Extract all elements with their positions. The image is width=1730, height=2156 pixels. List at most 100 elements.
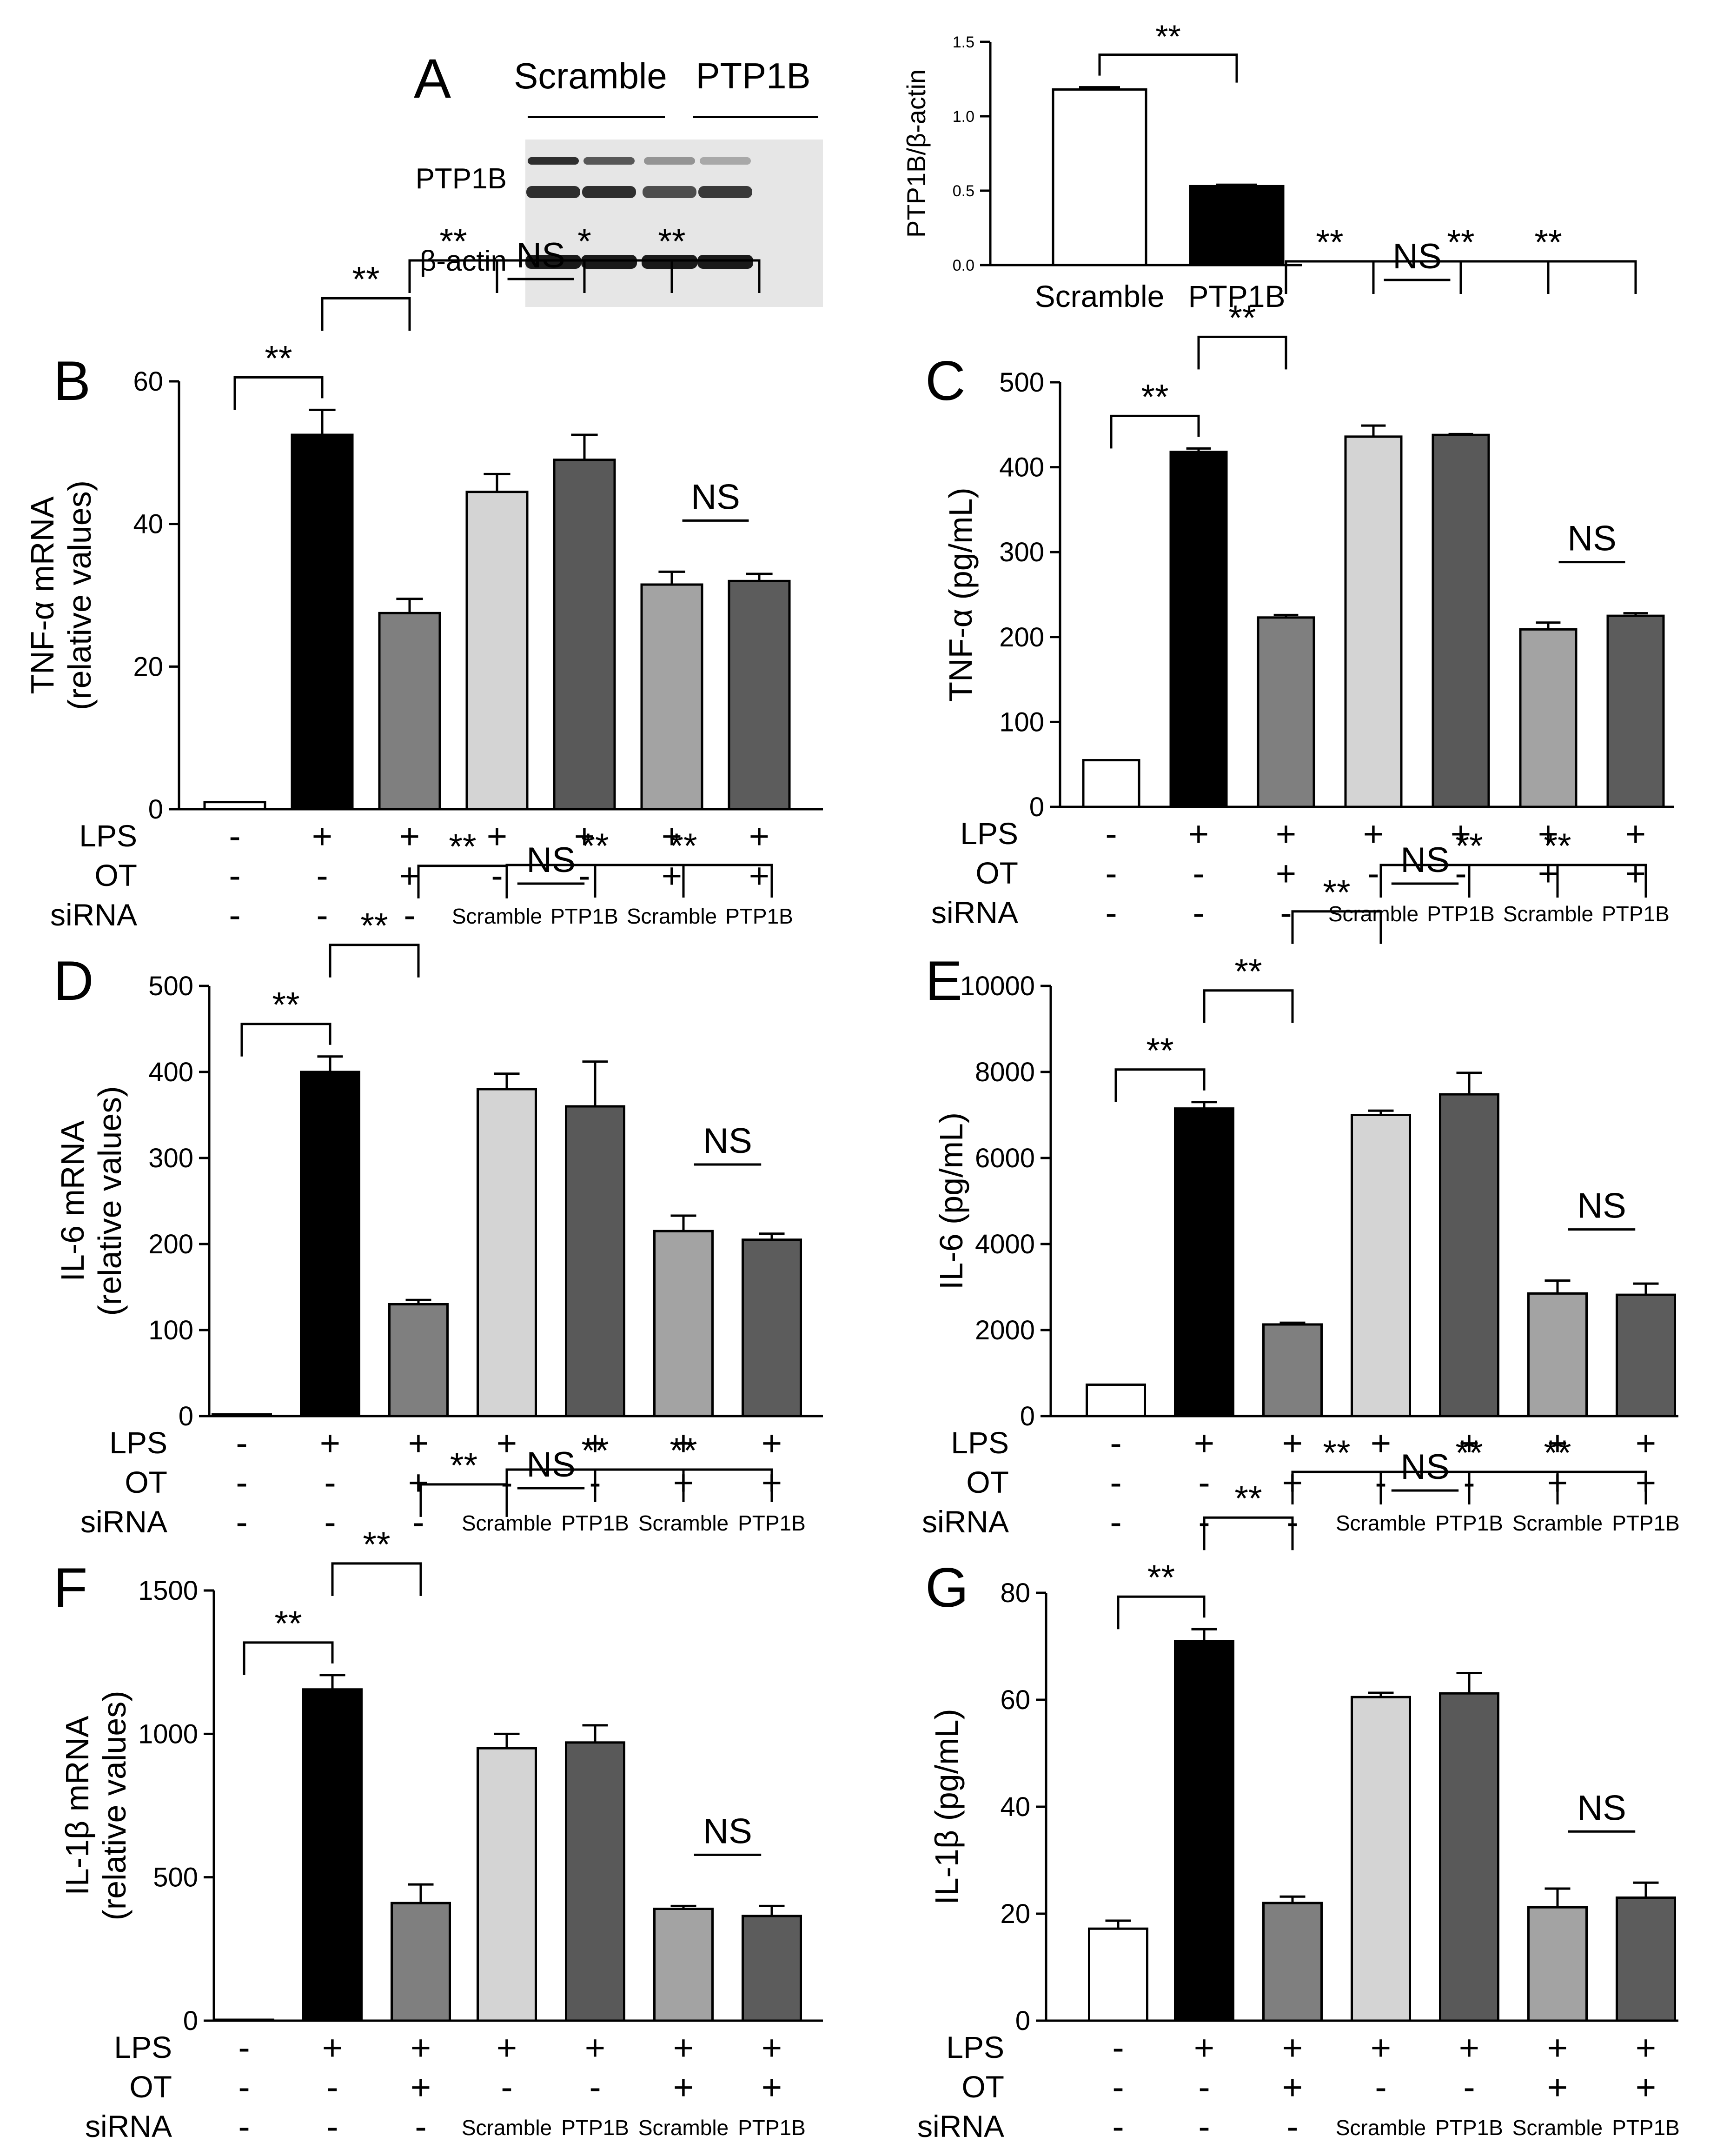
significance-label: ** [1323, 873, 1350, 912]
condition-cell-lps: + [1459, 1424, 1479, 1463]
significance-bracket [233, 376, 324, 410]
bar [742, 1915, 802, 2022]
y-axis-label-secondary: (relative values) [96, 1690, 133, 1920]
condition-cell-lps: + [411, 2028, 431, 2068]
blot-band-ptp1b-lower [698, 186, 752, 198]
blot-header-scramble: Scramble [514, 55, 667, 96]
condition-row-label-ot: OT [961, 2069, 1004, 2104]
x-tick-label: Scramble [1035, 279, 1165, 313]
condition-cell-sirna: Scramble [1503, 902, 1593, 926]
condition-cell-lps: + [497, 1424, 517, 1463]
condition-cell-sirna: Scramble [452, 904, 542, 928]
bar [465, 491, 529, 811]
panel-letter-d: D [53, 950, 94, 1012]
significance-label: ** [1455, 1433, 1483, 1473]
condition-cell-lps: + [762, 1424, 782, 1463]
y-axis-label: PTP1B/β-actin [901, 69, 931, 238]
condition-cell-lps: + [1538, 814, 1558, 854]
condition-cell-ot: + [662, 856, 682, 896]
condition-cell-lps: + [1282, 2028, 1303, 2068]
significance-label: ** [1323, 1433, 1350, 1473]
significance-label: ** [1544, 1433, 1571, 1473]
condition-cell-ot: + [1282, 2068, 1303, 2107]
chart-panel-a: 0.0 0.5 1.0 1.5 PTP1B/β-actin Scramble PTP1B ** [901, 19, 1302, 313]
condition-cell-lps: + [312, 817, 332, 856]
condition-cell-lps: + [585, 1424, 605, 1463]
condition-cell-sirna: - [1112, 2107, 1124, 2147]
blot-band-ptp1b-upper [583, 157, 635, 165]
condition-cell-lps: + [1451, 814, 1471, 854]
condition-cell-sirna: - [404, 896, 415, 935]
condition-row-label-ot: OT [125, 1465, 167, 1499]
significance-label: NS [526, 1445, 576, 1484]
condition-cell-lps: + [1371, 1424, 1391, 1463]
significance-label: NS [703, 1811, 752, 1851]
bar [1189, 185, 1285, 266]
condition-cell-sirna: - [1105, 893, 1117, 933]
condition-cell-ot: + [1276, 854, 1296, 893]
y-tick-label: 0 [1020, 1401, 1035, 1431]
condition-cell-ot: - [1463, 2068, 1475, 2107]
significance-label: * [577, 222, 591, 261]
condition-cell-lps: - [238, 2028, 250, 2068]
significance-bracket [1110, 414, 1200, 449]
y-axis-label: IL-6 mRNA [54, 1120, 91, 1281]
condition-cell-sirna: PTP1B [1435, 2116, 1503, 2140]
panel-letter-b: B [53, 350, 91, 412]
y-tick-label: 2000 [975, 1315, 1035, 1345]
condition-row-label-lps: LPS [109, 1425, 167, 1460]
condition-cell-sirna: Scramble [462, 2116, 552, 2140]
bar [203, 801, 266, 811]
condition-cell-sirna: Scramble [638, 2116, 729, 2140]
condition-cell-ot: - [236, 1463, 247, 1503]
condition-cell-sirna: PTP1B [550, 904, 618, 928]
bar [565, 1741, 625, 2022]
chart-panel-f: F 0 500 1000 1500 IL-1β mRNA (relative values)… [53, 1431, 823, 2147]
condition-cell-ot: - [1367, 854, 1379, 893]
condition-cell-lps: - [1110, 1424, 1121, 1463]
y-tick-label: 200 [148, 1229, 193, 1259]
condition-row-label-ot: OT [94, 858, 137, 892]
y-tick-label: 200 [999, 622, 1044, 652]
blot-band-ptp1b-lower [582, 186, 636, 198]
significance-label: NS [691, 477, 740, 517]
condition-cell-sirna: PTP1B [725, 904, 793, 928]
y-axis-label-secondary: (relative values) [61, 480, 98, 710]
condition-cell-sirna: PTP1B [1602, 902, 1670, 926]
condition-cell-ot: - [1375, 2068, 1386, 2107]
significance-bracket [1114, 1068, 1206, 1102]
y-tick-label: 100 [148, 1315, 193, 1345]
y-tick-label: 0 [148, 794, 163, 825]
significance-bracket [1203, 1516, 1294, 1550]
significance-label: ** [265, 339, 292, 378]
condition-cell-ot: - [1112, 2068, 1124, 2107]
blot-band-actin [697, 255, 753, 269]
condition-cell-ot: + [1625, 854, 1646, 893]
condition-cell-lps: + [497, 2028, 517, 2068]
bar [300, 1071, 360, 1417]
condition-cell-sirna: Scramble [1512, 1511, 1603, 1535]
bar [1519, 628, 1578, 808]
significance-label: ** [1234, 952, 1262, 991]
condition-cell-lps: + [574, 817, 595, 856]
condition-cell-lps: + [662, 817, 682, 856]
bar [378, 612, 441, 811]
y-tick-label: 40 [1000, 1792, 1030, 1822]
condition-cell-lps: + [399, 817, 420, 856]
bar [1527, 1906, 1588, 2022]
condition-cell-ot: + [1547, 2068, 1568, 2107]
condition-cell-lps: + [673, 1424, 694, 1463]
y-tick-label: 0 [183, 2006, 198, 2036]
panel-letter-e: E [925, 950, 962, 1012]
significance-label: ** [450, 1446, 477, 1485]
y-tick-label: 4000 [975, 1229, 1035, 1259]
y-tick-label: 0 [179, 1401, 193, 1431]
condition-row-label-lps: LPS [951, 1425, 1009, 1460]
condition-cell-sirna: - [1198, 2107, 1210, 2147]
condition-cell-ot: - [1198, 2068, 1210, 2107]
bar [302, 1688, 363, 2022]
condition-cell-ot: - [501, 2068, 512, 2107]
significance-bracket [594, 864, 773, 898]
blot-bands [525, 140, 823, 307]
